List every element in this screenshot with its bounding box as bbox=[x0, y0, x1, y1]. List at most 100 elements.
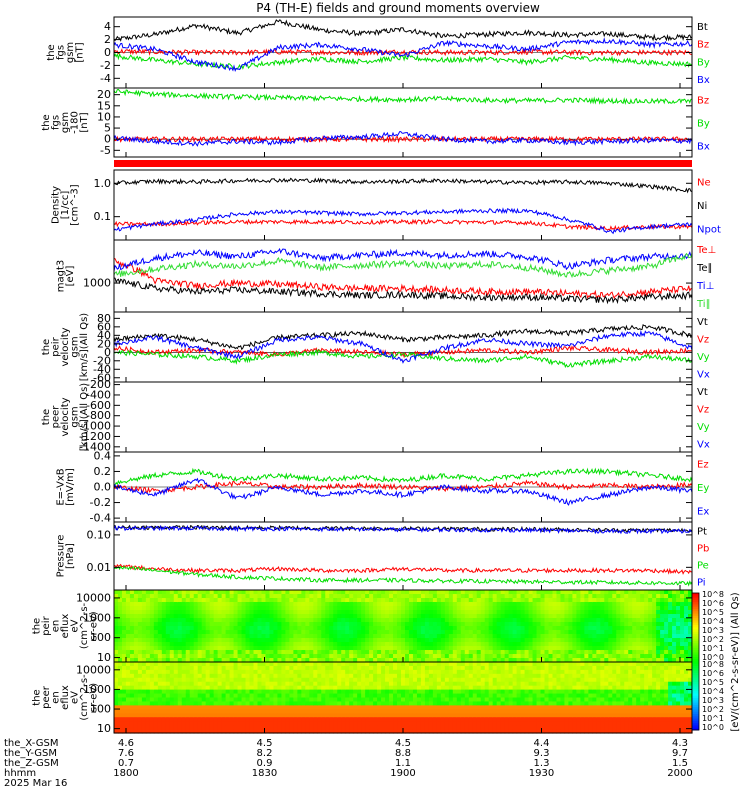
spectrogram-cell bbox=[620, 590, 625, 595]
spectrogram-cell bbox=[190, 630, 195, 635]
spectrogram-cell bbox=[277, 626, 282, 631]
spectrogram-cell bbox=[202, 602, 207, 607]
spectrogram-cell bbox=[580, 606, 585, 611]
spectrogram-cell bbox=[493, 634, 498, 639]
spectrogram-cell bbox=[138, 705, 143, 710]
spectrogram-cell bbox=[489, 690, 494, 695]
spectrogram-cell bbox=[210, 694, 215, 699]
spectrogram-cell bbox=[309, 686, 314, 691]
spectrogram-cell bbox=[385, 698, 390, 703]
spectrogram-cell bbox=[505, 705, 510, 710]
spectrogram-cell bbox=[277, 654, 282, 659]
spectrogram-cell bbox=[552, 682, 557, 687]
spectrogram-cell bbox=[337, 701, 342, 706]
spectrogram-cell bbox=[385, 705, 390, 710]
spectrogram-cell bbox=[285, 690, 290, 695]
spectrogram-cell bbox=[572, 606, 577, 611]
spectrogram-cell bbox=[389, 721, 394, 726]
spectrogram-cell bbox=[441, 709, 446, 714]
spectrogram-cell bbox=[202, 713, 207, 718]
spectrogram-cell bbox=[656, 622, 661, 627]
spectrogram-cell bbox=[560, 650, 565, 655]
spectrogram-cell bbox=[596, 638, 601, 643]
spectrogram-cell bbox=[580, 618, 585, 623]
spectrogram-cell bbox=[533, 662, 538, 667]
spectrogram-cell bbox=[170, 594, 175, 599]
spectrogram-cell bbox=[202, 705, 207, 710]
spectrogram-cell bbox=[238, 650, 243, 655]
spectrogram-cell bbox=[588, 642, 593, 647]
spectrogram-cell bbox=[226, 698, 231, 703]
spectrogram-cell bbox=[580, 610, 585, 615]
spectrogram-cell bbox=[373, 686, 378, 691]
spectrogram-cell bbox=[198, 646, 203, 651]
spectrogram-cell bbox=[461, 682, 466, 687]
spectrogram-cell bbox=[449, 610, 454, 615]
spectrogram-cell bbox=[576, 618, 581, 623]
spectrogram-cell bbox=[608, 638, 613, 643]
spectrogram-cell bbox=[545, 630, 550, 635]
spectrogram-cell bbox=[612, 614, 617, 619]
spectrogram-cell bbox=[457, 626, 462, 631]
spectrogram-cell bbox=[206, 709, 211, 714]
spectrogram-cell bbox=[449, 698, 454, 703]
spectrogram-cell bbox=[373, 610, 378, 615]
spectrogram-cell bbox=[660, 594, 665, 599]
spectrogram-cell bbox=[381, 674, 386, 679]
spectrogram-cell bbox=[250, 701, 255, 706]
spectrogram-cell bbox=[545, 638, 550, 643]
spectrogram-cell bbox=[580, 686, 585, 691]
spectrogram-cell bbox=[345, 717, 350, 722]
spectrogram-cell bbox=[222, 717, 227, 722]
spectrogram-cell bbox=[206, 614, 211, 619]
spectrogram-cell bbox=[269, 709, 274, 714]
spectrogram-cell bbox=[449, 618, 454, 623]
spectrogram-cell bbox=[545, 670, 550, 675]
spectrogram-cell bbox=[313, 666, 318, 671]
spectrogram-cell bbox=[305, 686, 310, 691]
spectrogram-cell bbox=[529, 721, 534, 726]
spectrogram-cell bbox=[469, 602, 474, 607]
spectrogram-cell bbox=[246, 614, 251, 619]
spectrogram-cell bbox=[568, 614, 573, 619]
spectrogram-cell bbox=[469, 630, 474, 635]
spectrogram-cell bbox=[429, 717, 434, 722]
spectrogram-cell bbox=[158, 705, 163, 710]
spectrogram-cell bbox=[138, 610, 143, 615]
spectrogram-cell bbox=[517, 630, 522, 635]
spectrogram-cell bbox=[405, 650, 410, 655]
spectrogram-cell bbox=[321, 614, 326, 619]
spectrogram-cell bbox=[560, 725, 565, 730]
spectrogram-cell bbox=[234, 634, 239, 639]
spectrogram-cell bbox=[269, 666, 274, 671]
spectrogram-cell bbox=[273, 682, 278, 687]
spectrogram-cell bbox=[652, 598, 657, 603]
spectrogram-cell bbox=[660, 610, 665, 615]
spectrogram-cell bbox=[612, 602, 617, 607]
spectrogram-cell bbox=[560, 618, 565, 623]
spectrogram-cell bbox=[337, 674, 342, 679]
y-tick-label: 10000 bbox=[76, 591, 111, 604]
spectrogram-cell bbox=[186, 725, 191, 730]
spectrogram-cell bbox=[174, 670, 179, 675]
spectrogram-cell bbox=[206, 670, 211, 675]
spectrogram-cell bbox=[541, 678, 546, 683]
spectrogram-cell bbox=[114, 638, 119, 643]
spectrogram-cell bbox=[114, 630, 119, 635]
spectrogram-cell bbox=[429, 721, 434, 726]
spectrogram-cell bbox=[158, 642, 163, 647]
spectrogram-cell bbox=[584, 610, 589, 615]
spectrogram-cell bbox=[230, 709, 235, 714]
spectrogram-cell bbox=[230, 725, 235, 730]
spectrogram-cell bbox=[365, 682, 370, 687]
spectrogram-cell bbox=[533, 598, 538, 603]
spectrogram-cell bbox=[612, 634, 617, 639]
spectrogram-cell bbox=[345, 626, 350, 631]
spectrogram-cell bbox=[138, 725, 143, 730]
spectrogram-cell bbox=[425, 598, 430, 603]
spectrogram-cell bbox=[397, 725, 402, 730]
spectrogram-cell bbox=[596, 622, 601, 627]
spectrogram-cell bbox=[122, 642, 127, 647]
spectrogram-cell bbox=[433, 705, 438, 710]
